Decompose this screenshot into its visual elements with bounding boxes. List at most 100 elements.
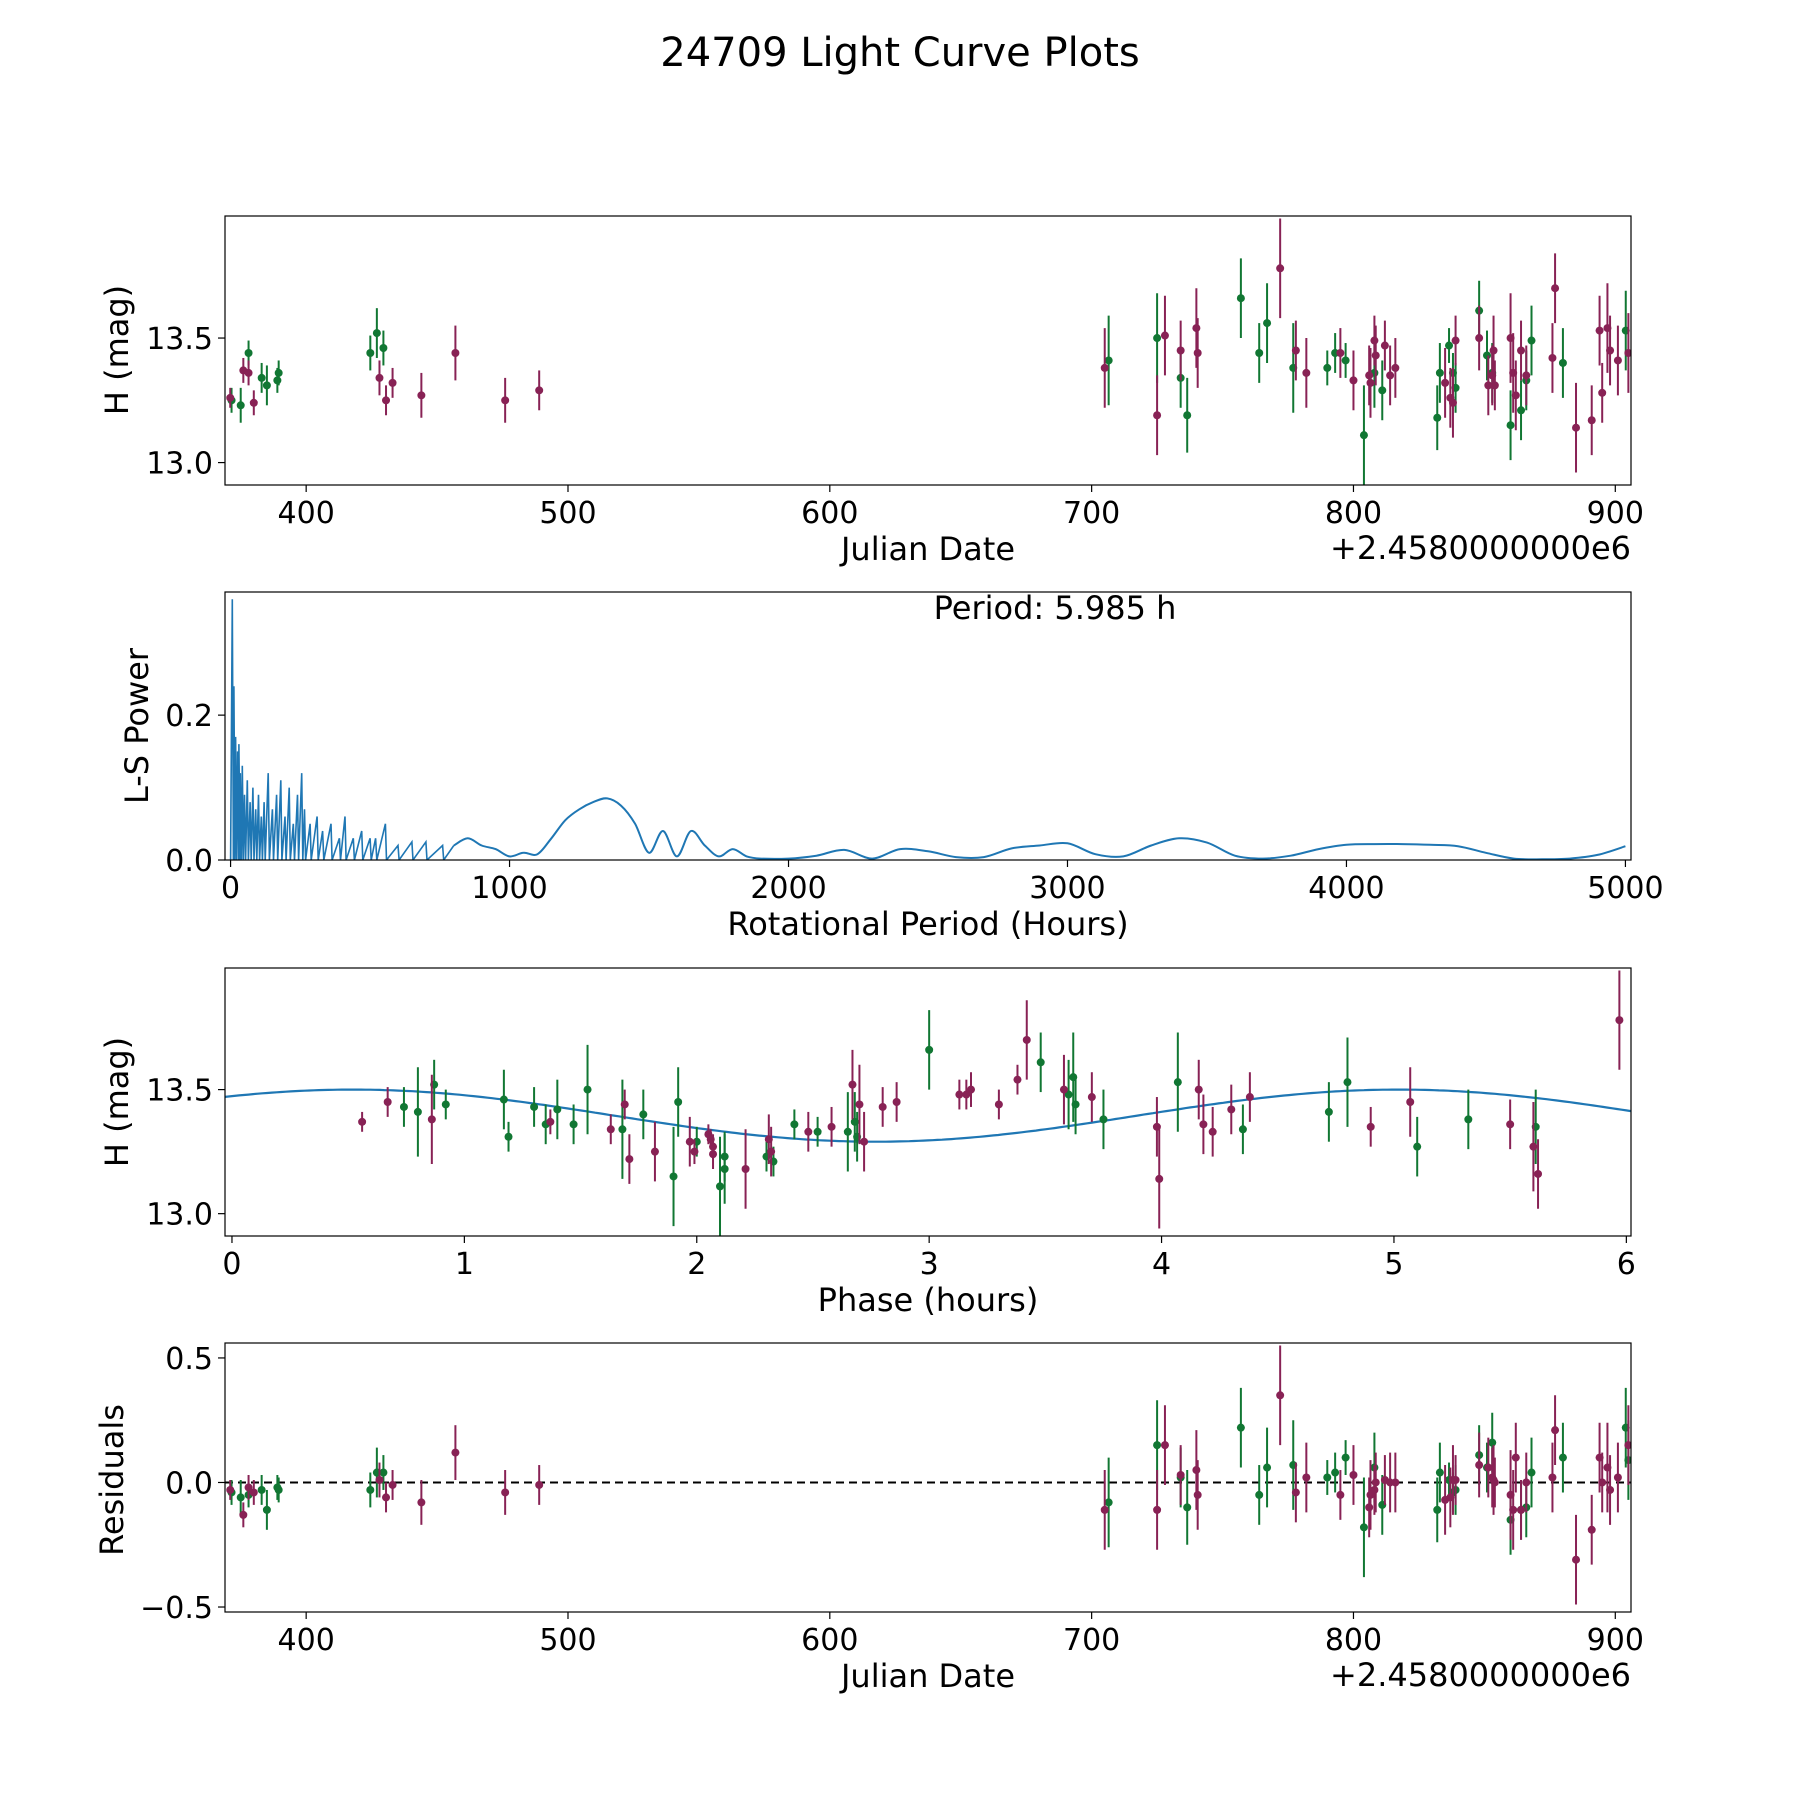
purple-point: [417, 391, 426, 400]
green-point: [1036, 1058, 1045, 1067]
green-point: [618, 1125, 627, 1134]
x-tick-label: 4: [1152, 1247, 1171, 1282]
green-point: [262, 1505, 271, 1514]
green-point: [1558, 1453, 1567, 1462]
x-tick-label: 700: [1063, 1623, 1120, 1658]
phased-frame: [224, 967, 1632, 1237]
purple-point: [1484, 1463, 1493, 1472]
purple-point: [1391, 1478, 1400, 1487]
purple-point: [1022, 1035, 1031, 1044]
green-point: [366, 1485, 375, 1494]
purple-point: [1572, 1555, 1581, 1564]
lightcurve-marks: [226, 218, 1631, 485]
purple-point: [1490, 1478, 1499, 1487]
purple-point: [1506, 1120, 1515, 1129]
green-point: [1323, 363, 1332, 372]
green-point: [553, 1105, 562, 1114]
green-point: [1236, 294, 1245, 303]
green-point: [639, 1110, 648, 1119]
purple-point: [1451, 336, 1460, 345]
purple-point: [1370, 336, 1379, 345]
purple-point: [1153, 1505, 1162, 1514]
green-point: [1435, 368, 1444, 377]
purple-point: [244, 368, 253, 377]
purple-point: [1087, 1093, 1096, 1102]
green-point: [790, 1120, 799, 1129]
green-point: [413, 1107, 422, 1116]
y-tick-label: 0.2: [165, 699, 213, 734]
residuals-axes: 400 500 600 700 800 900 −0.5 0.0 0.5: [140, 1342, 1644, 1658]
phased-marks: [225, 970, 1631, 1236]
green-point: [1104, 356, 1113, 365]
purple-point: [1371, 351, 1380, 360]
x-tick-label: 500: [539, 1623, 596, 1658]
purple-point: [741, 1165, 750, 1173]
green-point: [366, 348, 375, 357]
green-point: [1323, 1473, 1332, 1482]
clipped-marks: [225, 1345, 1631, 1605]
green-point: [1341, 356, 1350, 365]
lightcurve-panel: 400 500 600 700 800 900 13.0 13.5 Julian Date H…: [98, 215, 1644, 568]
green-point: [1238, 1125, 1247, 1134]
purple-point: [860, 1137, 869, 1146]
purple-point: [1489, 346, 1498, 355]
x-tick-label: 5000: [1587, 871, 1663, 906]
purple-point: [1193, 1490, 1202, 1499]
purple-point: [1291, 346, 1300, 355]
purple-point: [685, 1137, 694, 1146]
green-point: [1527, 1468, 1536, 1477]
power-curve: [453, 797, 1626, 860]
purple-point: [451, 348, 460, 357]
purple-point: [226, 393, 235, 402]
green-point: [1413, 1142, 1422, 1151]
green-point: [399, 1102, 408, 1111]
purple-point: [1606, 1485, 1615, 1494]
green-point: [273, 376, 282, 385]
purple-point: [1511, 391, 1520, 400]
y-tick-label: 13.0: [146, 1198, 213, 1233]
x-tick-label: 3: [920, 1247, 939, 1282]
green-point: [236, 401, 245, 410]
purple-point: [1194, 1085, 1203, 1094]
purple-point: [994, 1100, 1003, 1109]
green-point: [1071, 1100, 1080, 1109]
lightcurve-frame: [224, 215, 1632, 486]
green-point: [1464, 1115, 1473, 1124]
green-point: [499, 1095, 508, 1104]
residuals-panel: 400 500 600 700 800 900 −0.5 0.0 0.5 Julian Date…: [93, 1342, 1644, 1695]
green-point: [1331, 1468, 1340, 1477]
y-tick-label: 13.5: [146, 322, 213, 357]
green-point: [236, 1493, 245, 1502]
purple-point: [1391, 363, 1400, 372]
purple-point: [226, 1485, 235, 1494]
model-curve: [225, 1088, 1631, 1143]
purple-point: [855, 1100, 864, 1109]
purple-point: [892, 1098, 901, 1106]
purple-point: [1386, 371, 1395, 380]
green-point: [1153, 334, 1162, 343]
purple-point: [1371, 1478, 1380, 1487]
purple-point: [417, 1498, 426, 1507]
green-point: [569, 1120, 578, 1129]
purple-point: [1380, 341, 1389, 350]
purple-point: [1551, 1426, 1560, 1435]
green-point: [372, 329, 381, 338]
x-tick-label: 900: [1587, 496, 1644, 531]
figure-title: 24709 Light Curve Plots: [660, 30, 1139, 76]
purple-point: [1276, 264, 1285, 273]
y-tick-label: 13.5: [146, 1074, 213, 1109]
residuals-x-offset: +2.4580000000e6: [1330, 1656, 1631, 1694]
purple-point: [388, 378, 397, 387]
x-tick-label: 600: [801, 496, 858, 531]
green-point: [257, 373, 266, 382]
purple-point: [1490, 381, 1499, 390]
green-point: [1183, 411, 1192, 420]
x-tick-label: 3000: [1029, 871, 1105, 906]
purple-point: [1587, 416, 1596, 425]
y-tick-label: 0.0: [165, 1466, 213, 1501]
y-tick-label: 0.0: [165, 844, 213, 879]
purple-point: [1176, 1471, 1185, 1480]
green-point: [674, 1098, 683, 1106]
phased-xlabel: Phase (hours): [818, 1281, 1039, 1319]
purple-point: [1509, 1505, 1518, 1514]
